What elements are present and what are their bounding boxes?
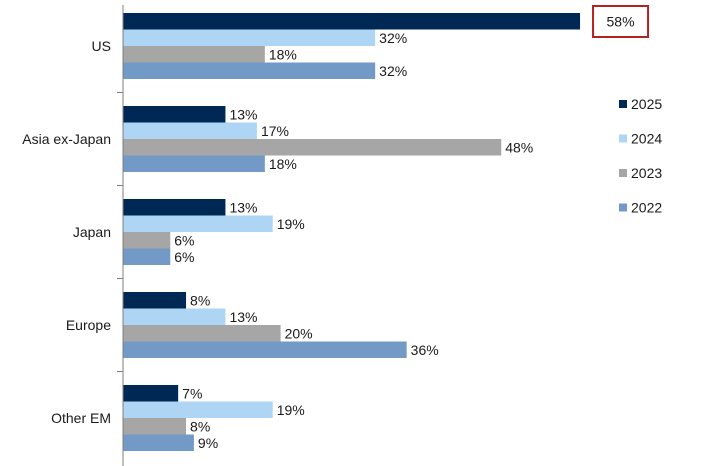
value-label-asia-ex-japan-2024: 17% — [261, 123, 289, 139]
category-label-asia-ex-japan: Asia ex-Japan — [22, 131, 111, 147]
legend-label-2024[interactable]: 2024 — [631, 131, 662, 147]
value-label-europe-2025: 8% — [190, 292, 210, 308]
bar-asia-ex-japan-2024 — [123, 122, 257, 139]
bar-europe-2024 — [123, 308, 226, 325]
value-labels-layer: 58%32%18%32%13%17%48%18%13%19%6%6%8%13%2… — [174, 5, 650, 451]
legend-label-2023[interactable]: 2023 — [631, 165, 662, 181]
bar-europe-2025 — [123, 292, 187, 309]
value-label-us-2022: 32% — [379, 63, 407, 79]
value-label-europe-2023: 20% — [285, 325, 313, 341]
bars-layer — [123, 13, 581, 451]
value-label-asia-ex-japan-2022: 18% — [269, 156, 297, 172]
category-label-us: US — [92, 38, 111, 54]
value-label-asia-ex-japan-2023: 48% — [505, 139, 533, 155]
legend[interactable]: 2025 2024 2023 2022 — [619, 96, 662, 216]
bar-us-2025 — [123, 13, 581, 30]
bar-us-2024 — [123, 29, 376, 46]
bar-europe-2023 — [123, 325, 281, 342]
value-label-japan-2024: 19% — [277, 216, 305, 232]
legend-swatch-2023 — [619, 169, 627, 177]
bar-europe-2022 — [123, 341, 407, 358]
value-label-other-em-2022: 9% — [198, 435, 218, 451]
value-label-europe-2022: 36% — [411, 342, 439, 358]
bar-japan-2025 — [123, 199, 226, 216]
value-label-japan-2023: 6% — [174, 232, 194, 248]
bar-japan-2023 — [123, 232, 171, 249]
value-label-us-2023: 18% — [269, 46, 297, 62]
bar-japan-2024 — [123, 215, 273, 232]
legend-swatch-2025 — [619, 100, 627, 108]
value-label-other-em-2025: 7% — [182, 385, 202, 401]
legend-swatch-2022 — [619, 203, 627, 212]
value-label-europe-2024: 13% — [229, 309, 257, 325]
bar-other-em-2022 — [123, 434, 194, 451]
value-label-other-em-2024: 19% — [277, 402, 305, 418]
category-label-other-em: Other EM — [51, 410, 111, 426]
bar-japan-2022 — [123, 248, 171, 265]
legend-swatch-2024 — [619, 134, 627, 143]
bar-other-em-2023 — [123, 418, 187, 435]
value-label-us-2024: 32% — [379, 30, 407, 46]
legend-label-2025[interactable]: 2025 — [631, 96, 662, 112]
bar-us-2022 — [123, 62, 376, 79]
category-label-japan: Japan — [73, 224, 111, 240]
y-axis: US Asia ex-Japan Japan Europe Other EM — [22, 5, 124, 466]
category-label-europe: Europe — [66, 317, 111, 333]
legend-label-2022[interactable]: 2022 — [631, 200, 662, 216]
bar-other-em-2024 — [123, 401, 273, 418]
value-label-other-em-2023: 8% — [190, 418, 210, 434]
bar-asia-ex-japan-2023 — [123, 139, 502, 156]
value-label-us-2025: 58% — [607, 14, 635, 30]
bar-asia-ex-japan-2022 — [123, 155, 265, 172]
value-label-asia-ex-japan-2025: 13% — [229, 106, 257, 122]
bar-other-em-2025 — [123, 385, 179, 402]
bar-us-2023 — [123, 46, 265, 63]
value-label-japan-2025: 13% — [229, 199, 257, 215]
value-label-japan-2022: 6% — [174, 249, 194, 265]
highlight-box — [592, 5, 650, 38]
bar-asia-ex-japan-2025 — [123, 106, 226, 123]
